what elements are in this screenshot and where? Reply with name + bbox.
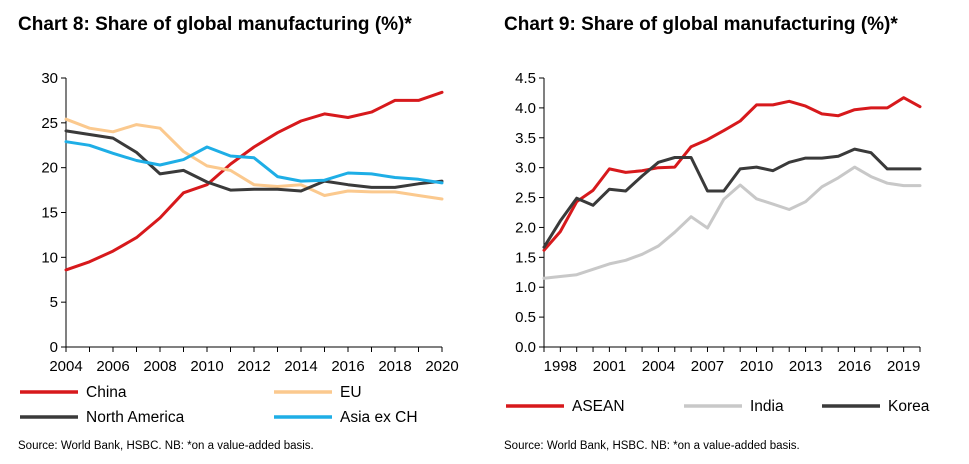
y-tick-label: 1.0 [515,279,536,296]
y-tick-label: 20 [41,160,58,177]
series-line-china [64,90,444,272]
x-tick-label: 2001 [593,358,626,375]
series-line-asia-ex-ch [64,140,444,185]
y-tick-label: 2.5 [515,190,536,207]
x-tick-label: 2019 [887,358,920,375]
legend-label: EU [340,384,362,401]
y-tick-label: 0.5 [515,309,536,326]
x-tick-label: 2007 [691,358,724,375]
x-tick-label: 2006 [96,358,129,375]
y-tick-label: 2.0 [515,219,536,236]
chart-8-svg: 0 5 10 15 20 25 30 2004 2006 2008 2010 2012 2014 2016… [20,70,459,426]
y-tick-label: 4.0 [515,100,536,117]
y-tick-label: 0.0 [515,339,536,356]
legend-label: China [86,384,127,401]
x-tick-label: 2010 [190,358,223,375]
y-tick-label: 15 [41,205,58,222]
chart-9-title: Chart 9: Share of global manufacturing (… [504,14,898,35]
y-tick-label: 1.5 [515,249,536,266]
series-line-asean [542,96,922,252]
series-line-india [542,165,922,280]
chart-9-source: Source: World Bank, HSBC. NB: *on a valu… [504,440,800,452]
series-line-north-america [64,129,444,193]
legend-label: ASEAN [572,398,625,415]
x-tick-label: 2004 [49,358,82,375]
x-tick-label: 2016 [838,358,871,375]
x-tick-label: 2010 [740,358,773,375]
chart-9-svg: 0.0 0.5 1.0 1.5 2.0 2.5 3.0 3.5 4.0 4.5 1998 2001 20… [506,70,930,415]
y-tick-label: 4.5 [515,70,536,87]
y-tick-label: 10 [41,249,58,266]
legend-label: Asia ex CH [340,409,418,426]
legend-label: India [750,398,784,415]
x-tick-label: 2014 [284,358,317,375]
chart-8-source: Source: World Bank, HSBC. NB: *on a valu… [18,440,314,452]
chart-9-panel: Chart 9: Share of global manufacturing (… [484,0,969,464]
y-tick-label: 3.5 [515,130,536,147]
legend-label: North America [86,409,185,426]
y-tick-label: 0 [50,339,58,356]
x-tick-label: 2004 [642,358,675,375]
x-tick-label: 2018 [378,358,411,375]
y-tick-label: 5 [50,294,58,311]
series-line-eu [64,117,444,201]
x-tick-label: 2020 [425,358,458,375]
series-line-korea [542,147,922,249]
chart-8-title: Chart 8: Share of global manufacturing (… [18,14,412,35]
chart-8-panel: Chart 8: Share of global manufacturing (… [0,0,484,464]
x-tick-label: 2013 [789,358,822,375]
x-tick-label: 2016 [331,358,364,375]
x-tick-label: 2008 [143,358,176,375]
y-tick-label: 30 [41,70,58,87]
x-tick-label: 1998 [544,358,577,375]
y-tick-label: 25 [41,115,58,132]
x-tick-label: 2012 [237,358,270,375]
y-tick-label: 3.0 [515,160,536,177]
legend-label: Korea [888,398,930,415]
